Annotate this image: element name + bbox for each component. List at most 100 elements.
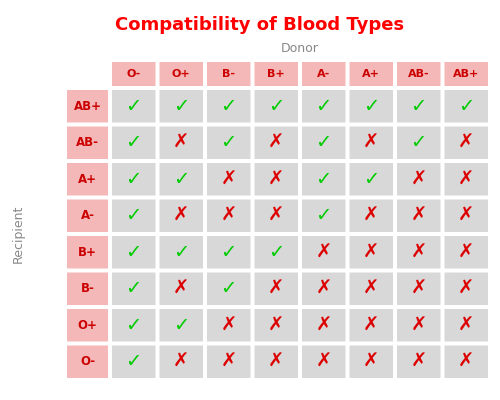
FancyBboxPatch shape <box>254 272 298 305</box>
FancyBboxPatch shape <box>397 236 440 268</box>
Text: ✓: ✓ <box>410 97 427 116</box>
Text: B+: B+ <box>78 246 97 259</box>
Text: ✗: ✗ <box>220 352 237 371</box>
Text: ✓: ✓ <box>126 133 142 152</box>
Text: A-: A- <box>80 209 94 222</box>
FancyBboxPatch shape <box>207 126 250 159</box>
Text: B+: B+ <box>268 69 285 79</box>
FancyBboxPatch shape <box>207 346 250 378</box>
FancyBboxPatch shape <box>254 126 298 159</box>
Text: ✗: ✗ <box>268 279 284 298</box>
FancyBboxPatch shape <box>444 200 488 232</box>
FancyBboxPatch shape <box>207 90 250 122</box>
Text: ✗: ✗ <box>316 279 332 298</box>
Text: AB+: AB+ <box>74 100 102 113</box>
Text: ✗: ✗ <box>458 352 474 371</box>
FancyBboxPatch shape <box>254 236 298 268</box>
FancyBboxPatch shape <box>350 90 393 122</box>
FancyBboxPatch shape <box>302 272 346 305</box>
Text: ✗: ✗ <box>316 316 332 335</box>
FancyBboxPatch shape <box>302 309 346 342</box>
FancyBboxPatch shape <box>444 90 488 122</box>
FancyBboxPatch shape <box>397 346 440 378</box>
FancyBboxPatch shape <box>207 272 250 305</box>
Text: ✓: ✓ <box>363 97 380 116</box>
FancyBboxPatch shape <box>397 309 440 342</box>
Text: ✗: ✗ <box>316 243 332 262</box>
Text: ✓: ✓ <box>173 316 190 335</box>
Text: ✓: ✓ <box>363 170 380 189</box>
Text: ✓: ✓ <box>126 352 142 371</box>
FancyBboxPatch shape <box>207 163 250 196</box>
Text: ✓: ✓ <box>126 170 142 189</box>
FancyBboxPatch shape <box>67 309 108 342</box>
Text: O+: O+ <box>172 69 191 79</box>
FancyBboxPatch shape <box>254 62 298 86</box>
FancyBboxPatch shape <box>302 236 346 268</box>
Text: Compatibility of Blood Types: Compatibility of Blood Types <box>116 16 405 34</box>
FancyBboxPatch shape <box>207 200 250 232</box>
Text: O-: O- <box>80 355 95 368</box>
FancyBboxPatch shape <box>444 62 488 86</box>
Text: ✗: ✗ <box>268 316 284 335</box>
Text: ✓: ✓ <box>220 279 237 298</box>
FancyBboxPatch shape <box>254 90 298 122</box>
Text: ✗: ✗ <box>173 352 190 371</box>
Text: ✗: ✗ <box>268 206 284 225</box>
FancyBboxPatch shape <box>254 346 298 378</box>
FancyBboxPatch shape <box>112 90 156 122</box>
Text: ✓: ✓ <box>458 97 474 116</box>
Text: ✓: ✓ <box>410 133 427 152</box>
Text: B-: B- <box>222 69 235 79</box>
Text: ✓: ✓ <box>220 133 237 152</box>
Text: ✓: ✓ <box>126 97 142 116</box>
Text: B-: B- <box>80 282 94 295</box>
FancyBboxPatch shape <box>207 62 250 86</box>
Text: ✓: ✓ <box>268 97 284 116</box>
FancyBboxPatch shape <box>302 62 346 86</box>
Text: ✓: ✓ <box>220 243 237 262</box>
FancyBboxPatch shape <box>444 163 488 196</box>
FancyBboxPatch shape <box>350 346 393 378</box>
Text: ✓: ✓ <box>126 243 142 262</box>
FancyBboxPatch shape <box>67 126 108 159</box>
Text: ✓: ✓ <box>173 243 190 262</box>
Text: O+: O+ <box>78 319 98 332</box>
FancyBboxPatch shape <box>160 90 203 122</box>
FancyBboxPatch shape <box>350 236 393 268</box>
FancyBboxPatch shape <box>444 309 488 342</box>
FancyBboxPatch shape <box>397 62 440 86</box>
Text: ✗: ✗ <box>173 279 190 298</box>
FancyBboxPatch shape <box>207 236 250 268</box>
FancyBboxPatch shape <box>160 309 203 342</box>
Text: ✗: ✗ <box>316 352 332 371</box>
Text: Recipient: Recipient <box>12 205 24 263</box>
FancyBboxPatch shape <box>160 272 203 305</box>
Text: ✗: ✗ <box>173 206 190 225</box>
FancyBboxPatch shape <box>67 163 108 196</box>
FancyBboxPatch shape <box>444 236 488 268</box>
Text: ✗: ✗ <box>173 133 190 152</box>
Text: ✗: ✗ <box>458 279 474 298</box>
Text: ✓: ✓ <box>173 97 190 116</box>
FancyBboxPatch shape <box>350 272 393 305</box>
Text: ✗: ✗ <box>268 133 284 152</box>
Text: ✓: ✓ <box>126 279 142 298</box>
FancyBboxPatch shape <box>302 90 346 122</box>
FancyBboxPatch shape <box>112 163 156 196</box>
FancyBboxPatch shape <box>160 236 203 268</box>
Text: AB+: AB+ <box>453 69 479 79</box>
Text: ✗: ✗ <box>363 352 380 371</box>
FancyBboxPatch shape <box>67 346 108 378</box>
Text: ✗: ✗ <box>410 170 427 189</box>
Text: ✗: ✗ <box>410 352 427 371</box>
FancyBboxPatch shape <box>397 200 440 232</box>
FancyBboxPatch shape <box>350 200 393 232</box>
FancyBboxPatch shape <box>160 346 203 378</box>
FancyBboxPatch shape <box>397 90 440 122</box>
Text: ✗: ✗ <box>458 316 474 335</box>
FancyBboxPatch shape <box>350 126 393 159</box>
FancyBboxPatch shape <box>444 346 488 378</box>
Text: ✗: ✗ <box>363 243 380 262</box>
FancyBboxPatch shape <box>160 163 203 196</box>
